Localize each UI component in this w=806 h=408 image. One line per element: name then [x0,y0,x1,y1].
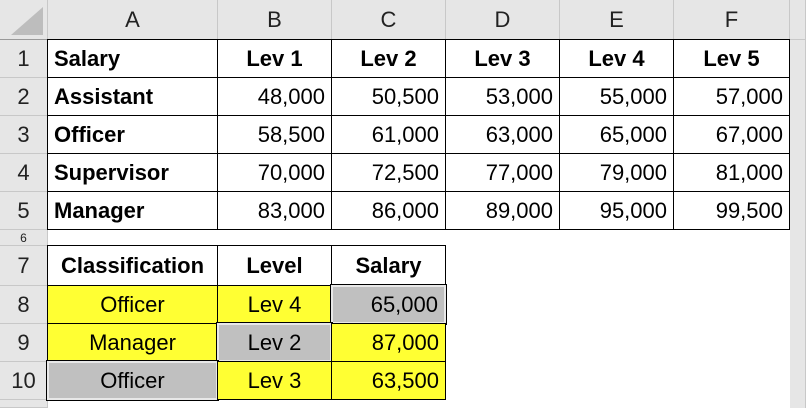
column-header-C[interactable]: C [332,0,446,40]
classification-cell[interactable]: Officer [47,285,218,324]
row-blank-right [790,40,806,408]
row-header-3[interactable]: 3 [0,116,48,154]
table-header-cell[interactable]: Lev 4 [559,39,674,78]
salary-cell[interactable]: 95,000 [559,191,674,230]
salary-cell[interactable]: 48,000 [217,77,332,116]
salary-cell[interactable]: 55,000 [559,77,674,116]
lookup-header-cell[interactable]: Level [217,245,332,286]
salary-cell[interactable]: 77,000 [445,153,560,192]
salary-cell[interactable]: 70,000 [217,153,332,192]
classification-cell[interactable]: Officer [46,360,219,401]
table-header-cell[interactable]: Lev 2 [331,39,446,78]
salary-cell[interactable]: 99,500 [673,191,790,230]
salary-cell[interactable]: 58,500 [217,115,332,154]
lookup-header-cell[interactable]: Salary [331,245,446,286]
row-header-5[interactable]: 5 [0,192,48,230]
lookup-header-cell[interactable]: Classification [47,245,218,286]
table-header-cell[interactable]: Lev 1 [217,39,332,78]
salary-cell[interactable]: 72,500 [331,153,446,192]
row-header-4[interactable]: 4 [0,154,48,192]
row-label-cell[interactable]: Officer [47,115,218,154]
salary-cell[interactable]: 86,000 [331,191,446,230]
row-label-cell[interactable]: Supervisor [47,153,218,192]
level-cell[interactable]: Lev 2 [216,322,333,363]
salary-cell[interactable]: 61,000 [331,115,446,154]
row-header-11 [0,400,48,408]
salary-cell[interactable]: 63,000 [445,115,560,154]
salary-cell[interactable]: 53,000 [445,77,560,116]
row-header-1[interactable]: 1 [0,40,48,78]
row-label-cell[interactable]: Manager [47,191,218,230]
salary-cell[interactable]: 83,000 [217,191,332,230]
column-header-E[interactable]: E [560,0,674,40]
row-header-9[interactable]: 9 [0,324,48,362]
salary-cell[interactable]: 65,000 [559,115,674,154]
salary-cell[interactable]: 81,000 [673,153,790,192]
classification-cell[interactable]: Manager [47,323,218,362]
result-salary-cell[interactable]: 63,500 [331,361,446,400]
salary-cell[interactable]: 67,000 [673,115,790,154]
table-header-cell[interactable]: Lev 5 [673,39,790,78]
column-header-B[interactable]: B [218,0,332,40]
salary-cell[interactable]: 50,500 [331,77,446,116]
select-all-button[interactable] [0,0,48,40]
row-header-8[interactable]: 8 [0,286,48,324]
column-header-F[interactable]: F [674,0,790,40]
level-cell[interactable]: Lev 4 [217,285,332,324]
table-header-cell[interactable]: Lev 3 [445,39,560,78]
row-label-cell[interactable]: Assistant [47,77,218,116]
column-header-A[interactable]: A [48,0,218,40]
salary-cell[interactable]: 89,000 [445,191,560,230]
level-cell[interactable]: Lev 3 [217,361,332,400]
row-header-2[interactable]: 2 [0,78,48,116]
table-header-cell[interactable]: Salary [47,39,218,78]
column-header-D[interactable]: D [446,0,560,40]
salary-cell[interactable]: 79,000 [559,153,674,192]
result-salary-cell[interactable]: 65,000 [330,284,447,325]
column-header-blank [790,0,806,40]
row-header-10[interactable]: 10 [0,362,48,400]
row-header-6[interactable]: 6 [0,230,48,246]
salary-cell[interactable]: 57,000 [673,77,790,116]
result-salary-cell[interactable]: 87,000 [331,323,446,362]
row-header-7[interactable]: 7 [0,246,48,286]
